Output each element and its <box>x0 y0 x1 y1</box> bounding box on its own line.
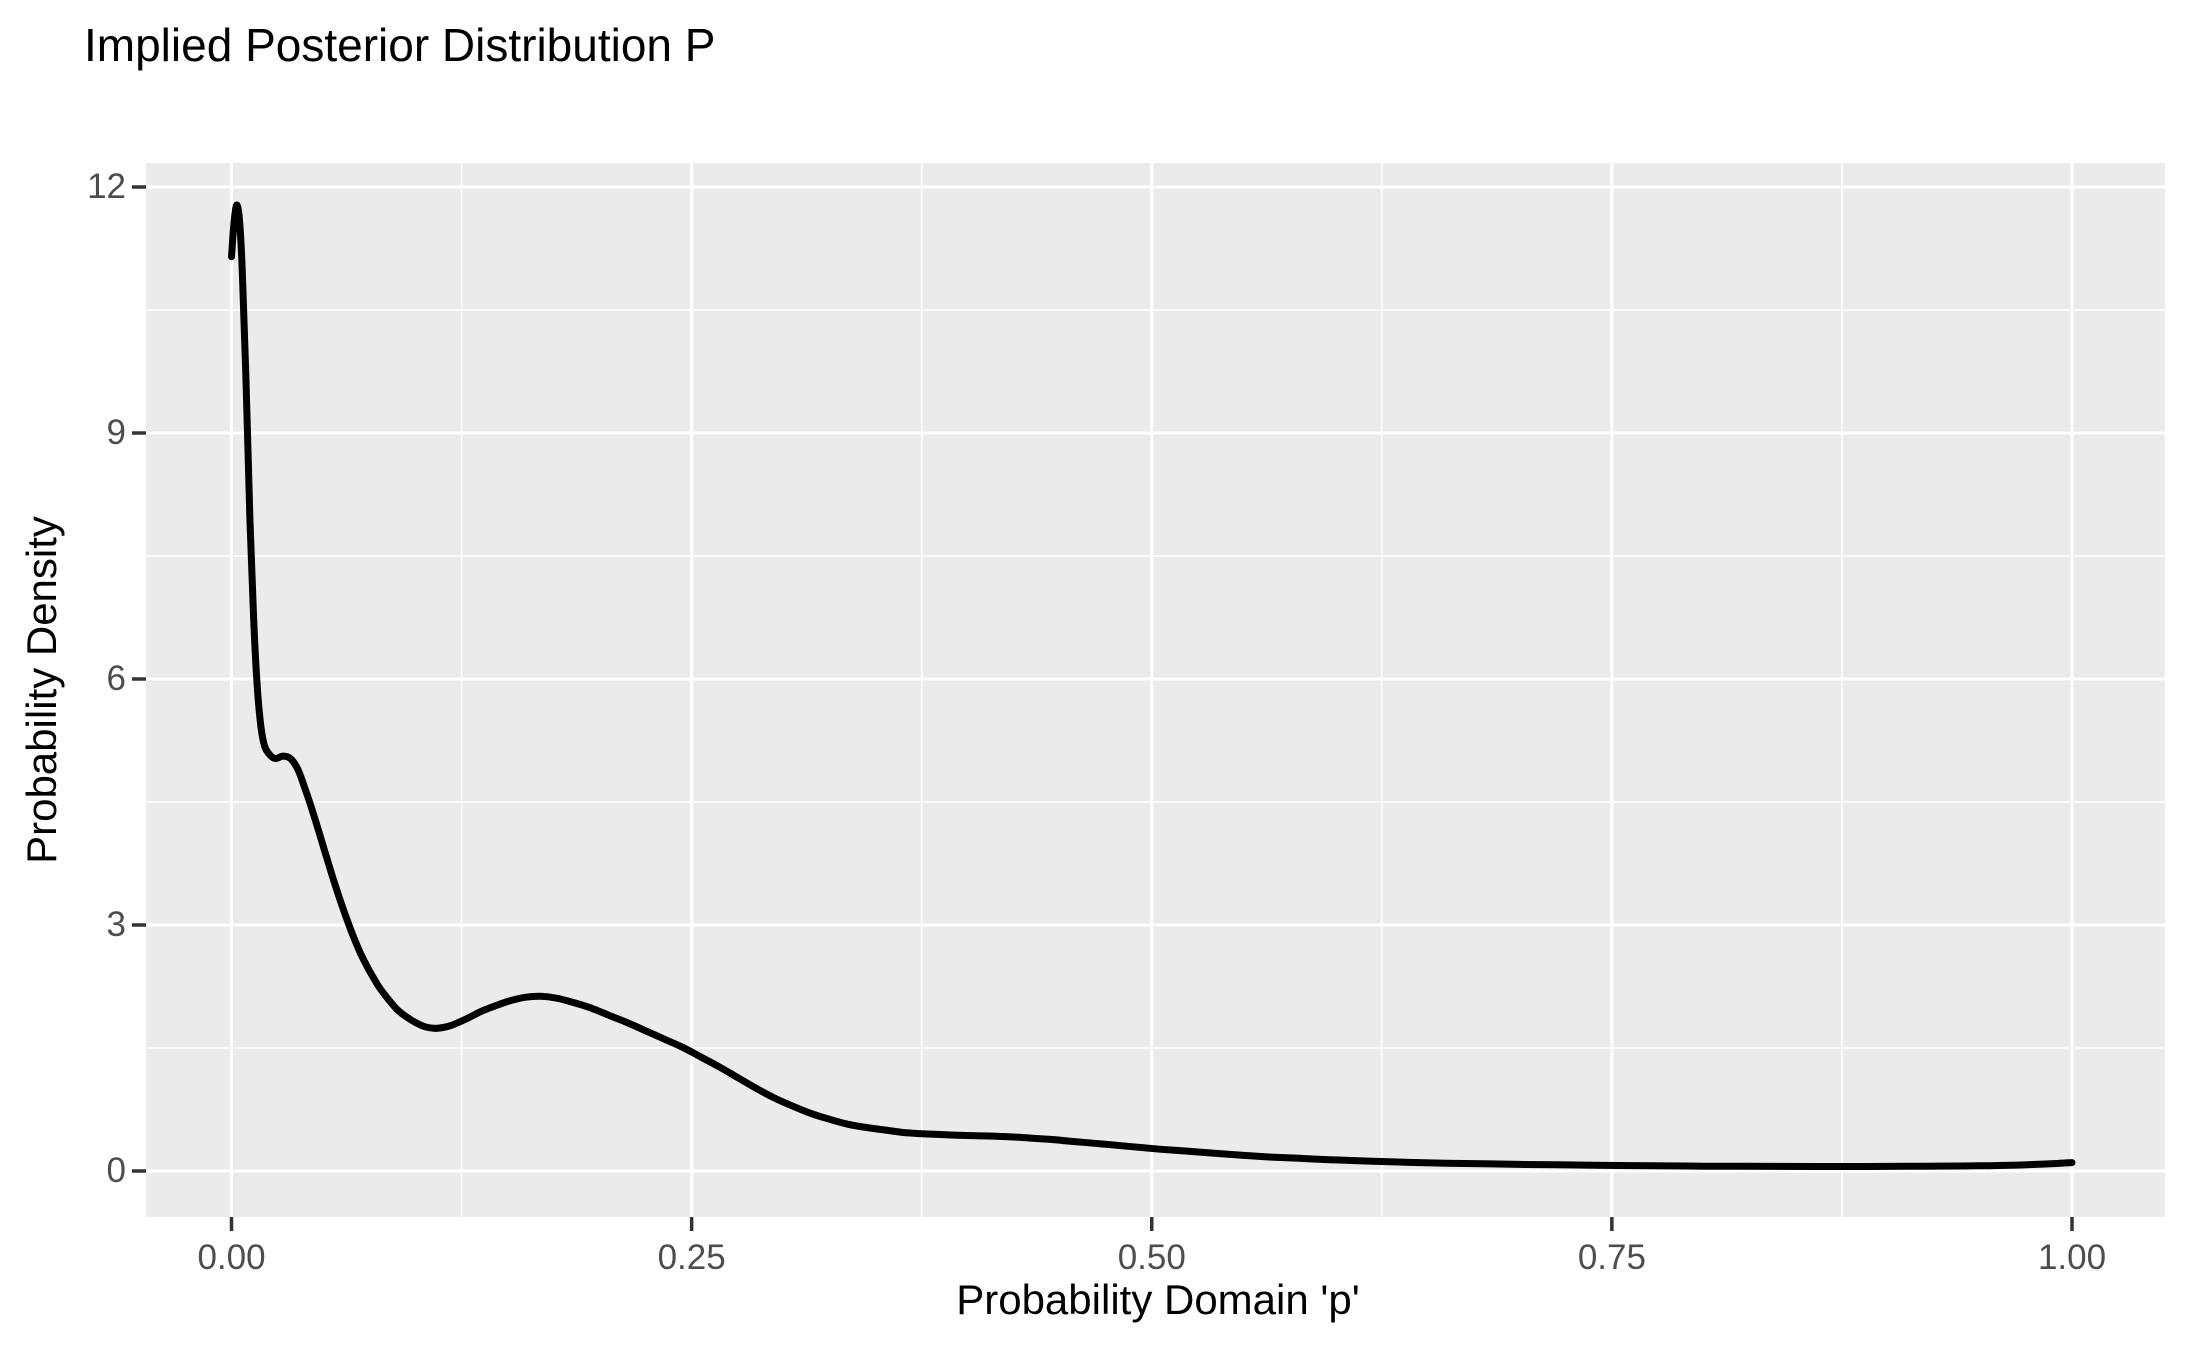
y-tick-label: 12 <box>87 167 126 206</box>
x-tick-label: 0.75 <box>1577 1238 1646 1277</box>
panel-background <box>146 163 2165 1217</box>
x-axis-title: Probability Domain 'p' <box>956 1276 1360 1323</box>
density-curve <box>228 201 2076 1170</box>
x-tick-label: 0.00 <box>197 1238 266 1277</box>
y-tick-label: 6 <box>106 659 126 698</box>
y-tick-label: 9 <box>106 413 126 452</box>
x-tick-label: 0.50 <box>1117 1238 1186 1277</box>
x-tick-label: 1.00 <box>2037 1238 2107 1277</box>
y-tick-label: 0 <box>106 1151 126 1190</box>
y-tick-label: 3 <box>106 905 126 944</box>
x-tick-label: 0.25 <box>657 1238 726 1277</box>
chart-title: Implied Posterior Distribution P <box>84 19 716 71</box>
